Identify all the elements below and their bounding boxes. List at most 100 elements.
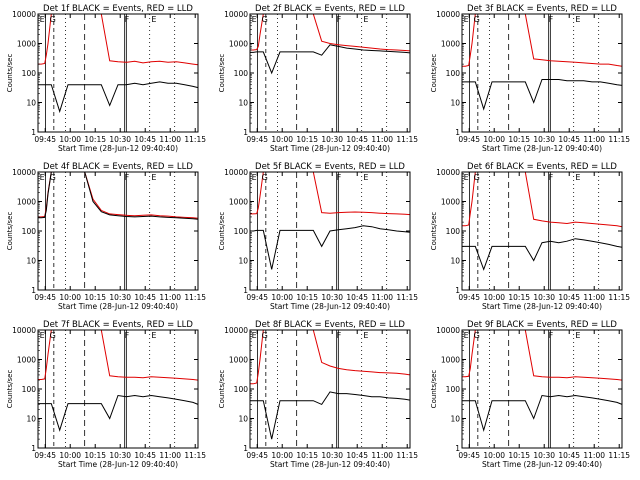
- plot-frame: [249, 13, 411, 133]
- x-tick-label: 10:45: [134, 293, 156, 302]
- event-marker-label: G: [474, 331, 480, 340]
- event-marker-label: E: [464, 15, 469, 24]
- x-tick-label: 10:15: [84, 135, 106, 144]
- x-tick-label: 09:45: [34, 293, 56, 302]
- events-series-line: [462, 238, 623, 271]
- y-tick-label: 1000: [17, 40, 36, 49]
- x-tick-label: 09:45: [34, 451, 56, 460]
- x-tick-label: 10:45: [346, 135, 368, 144]
- x-tick-label: 10:45: [134, 135, 156, 144]
- y-tick-label: 10000: [12, 168, 36, 177]
- y-axis-label: Counts/sec: [6, 370, 14, 409]
- y-tick-label: 100: [234, 385, 249, 394]
- x-tick-label: 10:00: [271, 451, 293, 460]
- lld-series-line: [250, 171, 411, 216]
- y-tick-label: 1: [31, 444, 36, 453]
- x-axis-label: Start Time (28-Jun-12 09:40:40): [270, 460, 390, 469]
- events-series-line: [38, 81, 199, 114]
- x-tick-label: 11:00: [583, 293, 605, 302]
- y-tick-label: 10: [26, 99, 36, 108]
- y-tick-label: 10: [450, 415, 460, 424]
- plot-frame: [37, 13, 199, 133]
- x-tick-label: 11:15: [184, 135, 206, 144]
- plot-frame: [37, 329, 199, 449]
- event-marker-label: F: [549, 173, 554, 182]
- x-axis-label: Start Time (28-Jun-12 09:40:40): [482, 460, 602, 469]
- panel-title: Det 3f BLACK = Events, RED = LLD: [467, 4, 617, 14]
- y-tick-label: 10000: [224, 10, 248, 19]
- y-tick-label: 10: [26, 257, 36, 266]
- x-tick-label: 11:15: [396, 293, 418, 302]
- x-tick-label: 11:00: [583, 135, 605, 144]
- x-tick-label: 11:00: [371, 451, 393, 460]
- x-tick-label: 10:00: [271, 293, 293, 302]
- x-tick-label: 09:45: [34, 135, 56, 144]
- y-tick-label: 10: [450, 257, 460, 266]
- x-tick-label: 11:15: [184, 293, 206, 302]
- lld-series-line: [462, 329, 623, 381]
- event-marker-label: G: [262, 331, 268, 340]
- x-tick-label: 10:30: [533, 451, 555, 460]
- x-tick-label: 10:15: [296, 451, 318, 460]
- panel-title: Det 9f BLACK = Events, RED = LLD: [467, 320, 617, 330]
- y-tick-label: 10000: [224, 168, 248, 177]
- event-marker-label: E: [151, 173, 156, 182]
- x-tick-label: 10:15: [508, 135, 530, 144]
- y-tick-label: 10000: [12, 10, 36, 19]
- event-marker-label: G: [50, 173, 56, 182]
- event-marker-label: E: [464, 173, 469, 182]
- y-tick-label: 10000: [436, 326, 460, 335]
- y-axis-label: Counts/sec: [6, 212, 14, 251]
- lld-series-line: [38, 329, 199, 381]
- x-axis-label: Start Time (28-Jun-12 09:40:40): [482, 302, 602, 311]
- event-marker-label: G: [474, 173, 480, 182]
- x-tick-label: 10:45: [346, 293, 368, 302]
- x-tick-label: 11:00: [371, 135, 393, 144]
- plot-frame: [37, 171, 199, 291]
- x-tick-label: 10:15: [84, 293, 106, 302]
- x-axis-label: Start Time (28-Jun-12 09:40:40): [482, 144, 602, 153]
- event-marker-label: E: [151, 331, 156, 340]
- panel-title: Det 6f BLACK = Events, RED = LLD: [467, 162, 617, 172]
- event-marker-label: F: [549, 331, 554, 340]
- y-tick-label: 1: [455, 128, 460, 137]
- y-tick-label: 1: [455, 286, 460, 295]
- event-marker-label: F: [337, 173, 342, 182]
- event-marker-label: E: [363, 173, 368, 182]
- x-tick-label: 10:00: [483, 135, 505, 144]
- event-marker-label: E: [363, 15, 368, 24]
- y-tick-label: 10000: [224, 326, 248, 335]
- x-tick-label: 09:45: [246, 135, 268, 144]
- x-tick-label: 10:30: [533, 135, 555, 144]
- x-tick-label: 10:15: [296, 293, 318, 302]
- y-tick-label: 1000: [441, 40, 460, 49]
- x-tick-label: 10:00: [59, 293, 81, 302]
- x-tick-label: 10:15: [508, 451, 530, 460]
- y-axis-label: Counts/sec: [6, 54, 14, 93]
- y-tick-label: 10: [238, 99, 248, 108]
- y-tick-label: 1000: [17, 356, 36, 365]
- event-marker-label: E: [40, 15, 45, 24]
- y-tick-label: 1000: [229, 356, 248, 365]
- x-axis-label: Start Time (28-Jun-12 09:40:40): [270, 302, 390, 311]
- lld-series-line: [38, 171, 199, 219]
- y-tick-label: 10000: [12, 326, 36, 335]
- event-marker-label: E: [151, 15, 156, 24]
- event-marker-label: E: [575, 15, 580, 24]
- x-axis-label: Start Time (28-Jun-12 09:40:40): [58, 302, 178, 311]
- y-tick-label: 1000: [441, 356, 460, 365]
- panel-title: Det 8f BLACK = Events, RED = LLD: [255, 320, 405, 330]
- y-tick-label: 100: [22, 69, 37, 78]
- x-tick-label: 10:15: [84, 451, 106, 460]
- events-series-line: [38, 171, 199, 220]
- lld-series-line: [462, 13, 623, 67]
- x-tick-label: 10:00: [59, 135, 81, 144]
- event-marker-label: F: [125, 15, 130, 24]
- panel-title: Det 1f BLACK = Events, RED = LLD: [43, 4, 193, 14]
- x-tick-label: 10:30: [321, 451, 343, 460]
